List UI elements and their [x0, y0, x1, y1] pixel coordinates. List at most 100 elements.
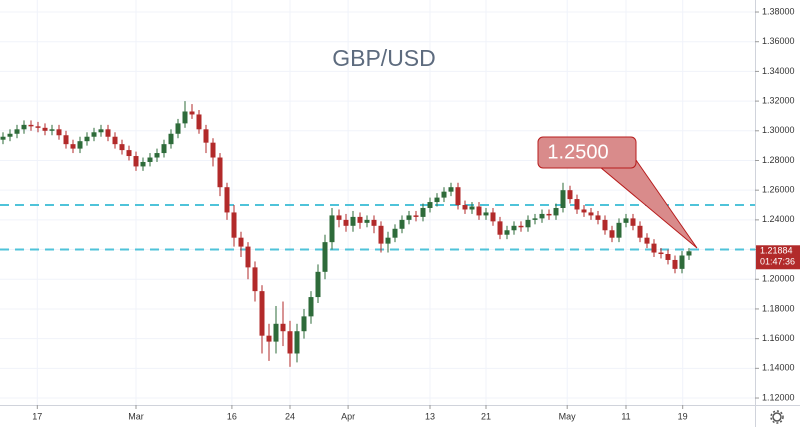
candle-body [595, 215, 601, 220]
candle-body [630, 218, 636, 226]
candle-body [84, 136, 90, 142]
candle-body [280, 323, 286, 332]
x-tick-label: Mar [128, 411, 144, 421]
x-tick-label: 13 [425, 411, 435, 421]
candle-body [301, 316, 307, 332]
candle-body [623, 218, 629, 223]
candle-body [406, 215, 412, 220]
candle-body [413, 215, 419, 217]
candle-body [182, 111, 188, 124]
price-badge-box [756, 245, 800, 270]
y-tick-label: 1.12000 [762, 392, 795, 402]
candle-body [392, 228, 398, 238]
candle-body [28, 124, 34, 127]
candle-body [427, 202, 433, 208]
candle-body [476, 206, 482, 216]
candle-body [490, 212, 496, 222]
candle-body [70, 144, 76, 149]
candle-body [98, 129, 104, 133]
candle-body [14, 129, 20, 134]
y-tick-label: 1.20000 [762, 274, 795, 284]
candle-body [322, 242, 328, 272]
candle-body [539, 213, 545, 219]
annotation-text: 1.2500 [547, 141, 608, 163]
candle-body [238, 237, 244, 247]
candle-body [133, 156, 139, 167]
y-tick-label: 1.18000 [762, 303, 795, 313]
candle-body [385, 237, 391, 244]
candle-body [231, 212, 237, 238]
candle-body [49, 129, 55, 131]
candle-body [560, 190, 566, 208]
levels [0, 204, 755, 251]
candle-body [651, 243, 657, 253]
x-tick-label: May [559, 411, 577, 421]
candle-body [147, 157, 153, 162]
candle-body [581, 209, 587, 213]
candle-body [140, 161, 146, 167]
candle-body [357, 216, 363, 223]
candle-body [42, 127, 48, 131]
candle-body [259, 291, 265, 336]
candle-body [217, 157, 223, 188]
candle-body [658, 252, 664, 255]
candle-body [665, 254, 671, 260]
candle-body [343, 219, 349, 226]
candle-body [175, 123, 181, 134]
y-tick-label: 1.14000 [762, 363, 795, 373]
candle-body [63, 135, 69, 145]
candle-body [21, 124, 27, 130]
candle-body [378, 225, 384, 244]
candle-body [56, 129, 62, 136]
y-tick-label: 1.36000 [762, 36, 795, 46]
candle-body [161, 144, 167, 154]
candle-body [119, 144, 125, 151]
candle-body [168, 133, 174, 145]
chart-title: GBP/USD [332, 45, 436, 71]
x-tick-label: 21 [481, 411, 491, 421]
candle-body [672, 259, 678, 269]
candle-body [469, 206, 475, 210]
settings-icon[interactable] [770, 410, 784, 424]
y-tick-label: 1.16000 [762, 333, 795, 343]
candle-body [77, 141, 83, 149]
candle-body [350, 216, 356, 226]
y-tick-label: 1.32000 [762, 95, 795, 105]
candle-body [273, 323, 279, 342]
candle-body [511, 225, 517, 231]
candle-body [483, 212, 489, 216]
x-tick-label: 17 [32, 411, 42, 421]
candle-body [364, 219, 370, 223]
candle-body [308, 297, 314, 317]
y-tick-label: 1.26000 [762, 185, 795, 195]
x-tick-label: 24 [285, 411, 295, 421]
candle-body [686, 251, 692, 256]
candle-body [35, 126, 41, 128]
candle-body [448, 187, 454, 192]
candle-body [525, 219, 531, 228]
y-tick-label: 1.38000 [762, 6, 795, 16]
candle-body [504, 230, 510, 235]
candle-body [616, 222, 622, 238]
candle-body [189, 111, 195, 115]
candle-body [588, 212, 594, 216]
y-tick-label: 1.24000 [762, 214, 795, 224]
candle-body [245, 246, 251, 268]
candle-body [644, 237, 650, 244]
candle-body [196, 114, 202, 130]
candle-body [637, 225, 643, 238]
candle-body [329, 215, 335, 243]
candle-body [602, 219, 608, 231]
candle-body [294, 331, 300, 354]
candle-body [399, 219, 405, 229]
candle-body [420, 207, 426, 217]
x-tick-label: 11 [621, 411, 630, 421]
candle-body [224, 187, 230, 213]
candle-body [455, 187, 461, 206]
candle-body [574, 199, 580, 210]
candle-body [315, 271, 321, 298]
candle-body [210, 142, 216, 158]
candle-body [497, 221, 503, 235]
candle-body [567, 190, 573, 200]
annotation-box [537, 136, 637, 169]
